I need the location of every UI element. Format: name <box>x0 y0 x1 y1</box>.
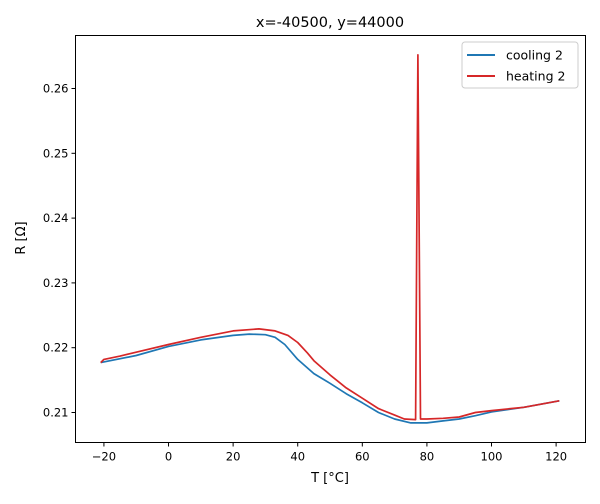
x-tick-label: −20 <box>92 450 116 464</box>
x-tick-label: 80 <box>420 450 435 464</box>
legend: cooling 2 heating 2 <box>461 41 579 89</box>
chart-title: x=-40500, y=44000 <box>256 15 404 31</box>
y-tick-label: 0.23 <box>43 276 69 290</box>
series-line-cooling-2 <box>100 333 560 424</box>
legend-label: cooling 2 <box>506 48 563 63</box>
x-tick-label: 40 <box>290 450 305 464</box>
y-tick-label: 0.26 <box>43 82 69 96</box>
x-tick-label: 20 <box>226 450 241 464</box>
x-tick-label: 0 <box>165 450 172 464</box>
y-tick-label: 0.24 <box>43 211 69 225</box>
y-tick-label: 0.25 <box>43 146 69 160</box>
y-tick-label: 0.21 <box>43 405 69 419</box>
x-tick-label: 100 <box>481 450 503 464</box>
x-tick-label: 60 <box>355 450 370 464</box>
y-tick-label: 0.22 <box>43 341 69 355</box>
legend-label: heating 2 <box>506 69 565 84</box>
plot-frame <box>75 35 586 443</box>
series-line-heating-2 <box>100 53 560 421</box>
y-axis-label: R [Ω] <box>14 221 29 254</box>
x-axis-label: T [°C] <box>310 471 349 486</box>
x-tick-label: 120 <box>545 450 567 464</box>
